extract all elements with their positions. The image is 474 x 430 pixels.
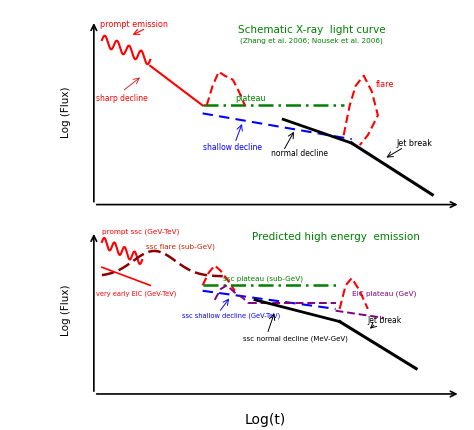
Text: Log (Flux): Log (Flux) [61, 86, 71, 138]
Text: sharp decline: sharp decline [96, 93, 147, 102]
Text: Predicted high energy  emission: Predicted high energy emission [252, 231, 419, 242]
Text: plateau: plateau [235, 93, 265, 102]
Text: (Zhang et al. 2006; Nousek et al. 2006): (Zhang et al. 2006; Nousek et al. 2006) [240, 37, 383, 43]
Text: very early EIC (GeV-TeV): very early EIC (GeV-TeV) [96, 290, 176, 296]
Text: shallow decline: shallow decline [202, 143, 262, 152]
Text: flare: flare [376, 80, 394, 89]
Text: prompt emission: prompt emission [100, 20, 168, 29]
Text: EIC plateau (GeV): EIC plateau (GeV) [352, 290, 416, 296]
Text: ssc shallow decline (GeV-TeV): ssc shallow decline (GeV-TeV) [182, 311, 281, 318]
Text: normal decline: normal decline [271, 149, 328, 158]
Text: ssc normal decline (MeV-GeV): ssc normal decline (MeV-GeV) [243, 335, 348, 341]
Text: Log (Flux): Log (Flux) [61, 283, 71, 335]
Text: Jet break: Jet break [368, 315, 402, 324]
Text: Log(t): Log(t) [245, 412, 286, 426]
Text: ssc plateau (sub-GeV): ssc plateau (sub-GeV) [223, 275, 303, 282]
Text: Jet break: Jet break [396, 139, 432, 148]
Text: Schematic X-ray  light curve: Schematic X-ray light curve [237, 25, 385, 35]
Text: ssc flare (sub-GeV): ssc flare (sub-GeV) [146, 243, 215, 249]
Text: prompt ssc (GeV-TeV): prompt ssc (GeV-TeV) [102, 228, 179, 235]
